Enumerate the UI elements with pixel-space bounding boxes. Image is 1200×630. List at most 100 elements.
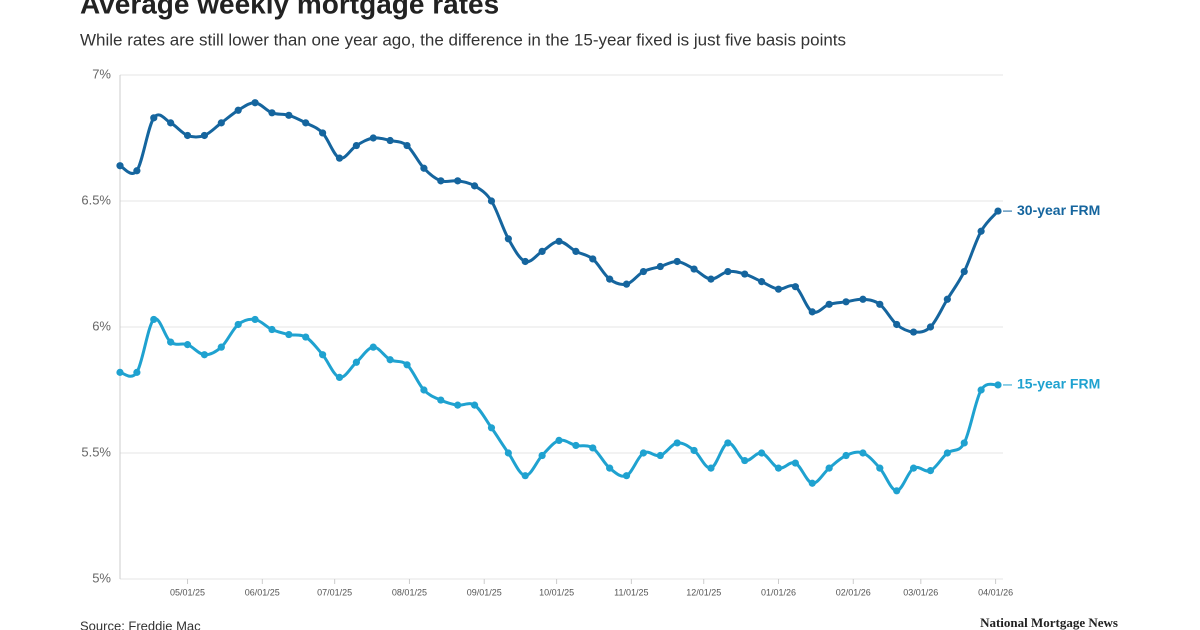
x-tick-label: 01/01/26 (761, 587, 796, 597)
point (403, 141, 411, 150)
point (791, 283, 799, 291)
point (943, 295, 951, 303)
point (589, 444, 597, 452)
x-tick-label: 06/01/25 (245, 587, 280, 597)
point (504, 235, 512, 243)
point (352, 141, 360, 150)
y-tick-label: 6% (92, 318, 111, 333)
point (150, 315, 158, 324)
point (909, 464, 918, 472)
point (758, 449, 766, 457)
point (302, 333, 310, 341)
point (200, 351, 209, 359)
point (808, 308, 816, 316)
series-label: 15-year FRM (1017, 376, 1100, 392)
x-tick-label: 03/01/26 (903, 587, 938, 597)
point (926, 467, 935, 475)
point (319, 129, 327, 137)
point (639, 267, 648, 276)
point (774, 464, 783, 472)
point (437, 396, 445, 404)
point (454, 401, 462, 409)
point (116, 368, 124, 376)
point (774, 285, 783, 293)
point (420, 164, 428, 172)
point (251, 99, 259, 107)
point (960, 439, 968, 447)
point (369, 134, 377, 142)
point (217, 119, 225, 127)
point (167, 338, 175, 346)
x-tick-label: 10/01/25 (539, 587, 574, 597)
point (656, 262, 664, 271)
point (589, 255, 597, 263)
point (521, 257, 529, 266)
point (369, 343, 377, 351)
point (825, 464, 833, 472)
series-line (119, 317, 999, 493)
point (268, 109, 276, 117)
point (319, 351, 327, 359)
x-tick-label: 09/01/25 (467, 587, 502, 597)
point (302, 119, 310, 127)
point (606, 464, 614, 472)
point (690, 446, 698, 455)
x-tick-label: 07/01/25 (317, 587, 352, 597)
point (403, 361, 411, 369)
x-tick-label: 02/01/26 (836, 587, 871, 597)
point (994, 381, 1002, 389)
point (437, 177, 445, 185)
point (741, 456, 749, 465)
point (791, 459, 799, 467)
point (150, 114, 158, 122)
point (251, 315, 259, 324)
point (859, 295, 867, 303)
point (909, 328, 918, 336)
point (673, 439, 681, 447)
x-tick-label: 11/01/25 (614, 587, 648, 597)
point (724, 439, 732, 447)
x-tick-label: 04/01/26 (978, 587, 1013, 597)
point (133, 368, 141, 376)
y-tick-label: 6.5% (81, 192, 111, 207)
point (842, 451, 850, 460)
point (487, 197, 496, 205)
y-tick-label: 5.5% (81, 444, 111, 459)
point (116, 162, 124, 170)
point (386, 356, 394, 364)
point (622, 280, 631, 288)
point (622, 472, 631, 480)
point (183, 131, 192, 140)
point (200, 131, 209, 140)
chart-title: Average weekly mortgage rates (80, 0, 499, 19)
point (893, 320, 901, 329)
point (943, 449, 951, 457)
point (470, 401, 479, 409)
x-tick-label: 08/01/25 (392, 587, 427, 597)
point (859, 449, 867, 457)
point (707, 464, 715, 472)
point (994, 207, 1002, 215)
point (521, 472, 529, 480)
source: Source: Freddie Mac (80, 618, 201, 630)
point (572, 247, 580, 255)
point (335, 373, 344, 381)
series-line (119, 101, 1000, 334)
point (420, 386, 428, 394)
point (572, 441, 580, 450)
y-tick-label: 5% (92, 570, 111, 585)
point (724, 267, 732, 276)
x-tick-label: 12/01/25 (686, 587, 721, 597)
point (977, 386, 985, 394)
point (656, 451, 664, 460)
point (926, 323, 935, 331)
point (133, 167, 141, 175)
point (285, 111, 293, 119)
chart-subtitle: While rates are still lower than one yea… (80, 30, 846, 49)
point (454, 177, 462, 185)
point (825, 300, 833, 308)
point (555, 237, 563, 245)
point (876, 464, 884, 472)
point (842, 298, 850, 306)
